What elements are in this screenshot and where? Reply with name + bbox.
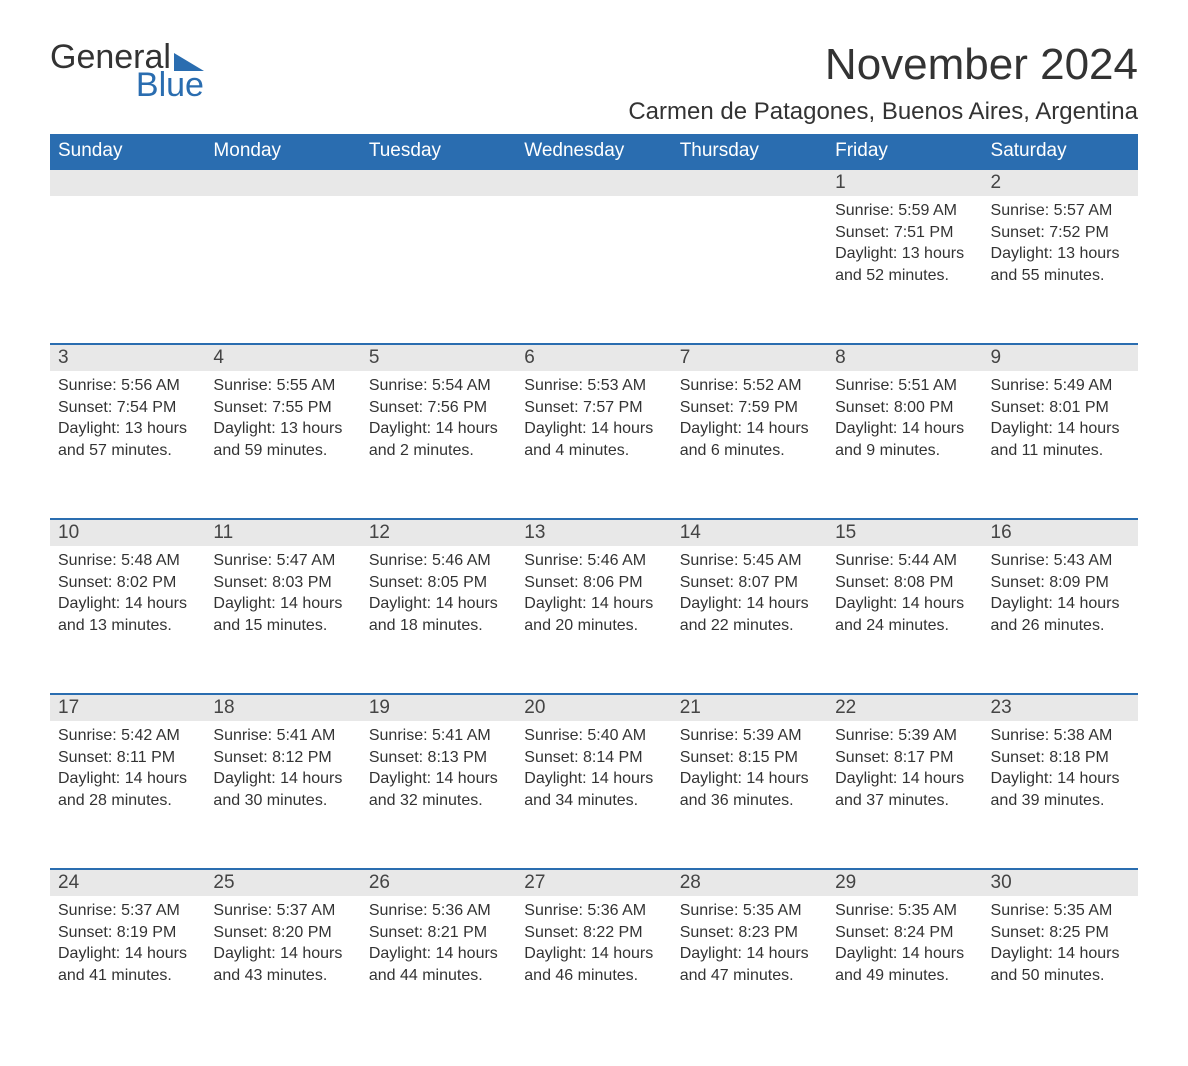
day-number: 1 bbox=[827, 170, 982, 196]
day-number: 27 bbox=[516, 870, 671, 896]
weekday-header: Wednesday bbox=[516, 134, 671, 169]
day-number: 26 bbox=[361, 870, 516, 896]
day-cell: Sunrise: 5:35 AMSunset: 8:23 PMDaylight:… bbox=[672, 896, 827, 994]
day-cell: Sunrise: 5:45 AMSunset: 8:07 PMDaylight:… bbox=[672, 546, 827, 644]
day-cell: Sunrise: 5:36 AMSunset: 8:22 PMDaylight:… bbox=[516, 896, 671, 994]
day-number: 6 bbox=[516, 345, 671, 371]
day-number bbox=[516, 170, 671, 196]
weekday-header: Sunday bbox=[50, 134, 205, 169]
calendar-table: SundayMondayTuesdayWednesdayThursdayFrid… bbox=[50, 134, 1138, 1026]
week-spacer bbox=[50, 676, 1138, 694]
day-cell: Sunrise: 5:46 AMSunset: 8:06 PMDaylight:… bbox=[516, 546, 671, 644]
weekday-header: Thursday bbox=[672, 134, 827, 169]
daynum-row: 12 bbox=[50, 169, 1138, 196]
day-number bbox=[361, 170, 516, 196]
day-cell: Sunrise: 5:43 AMSunset: 8:09 PMDaylight:… bbox=[983, 546, 1138, 644]
daynum-row: 24252627282930 bbox=[50, 869, 1138, 896]
weekday-header: Monday bbox=[205, 134, 360, 169]
day-cell: Sunrise: 5:49 AMSunset: 8:01 PMDaylight:… bbox=[983, 371, 1138, 469]
day-cell: Sunrise: 5:54 AMSunset: 7:56 PMDaylight:… bbox=[361, 371, 516, 469]
day-number: 7 bbox=[672, 345, 827, 371]
weekday-header: Tuesday bbox=[361, 134, 516, 169]
day-cell: Sunrise: 5:42 AMSunset: 8:11 PMDaylight:… bbox=[50, 721, 205, 819]
day-number: 17 bbox=[50, 695, 205, 721]
brand-sail-icon bbox=[174, 53, 204, 71]
weekday-header: Saturday bbox=[983, 134, 1138, 169]
day-number bbox=[672, 170, 827, 196]
day-number: 18 bbox=[205, 695, 360, 721]
day-cell: Sunrise: 5:41 AMSunset: 8:12 PMDaylight:… bbox=[205, 721, 360, 819]
day-cell: Sunrise: 5:56 AMSunset: 7:54 PMDaylight:… bbox=[50, 371, 205, 469]
day-cell: Sunrise: 5:59 AMSunset: 7:51 PMDaylight:… bbox=[827, 196, 982, 294]
day-cell: Sunrise: 5:39 AMSunset: 8:17 PMDaylight:… bbox=[827, 721, 982, 819]
day-cell: Sunrise: 5:35 AMSunset: 8:24 PMDaylight:… bbox=[827, 896, 982, 994]
daynum-row: 3456789 bbox=[50, 344, 1138, 371]
daydata-row: Sunrise: 5:48 AMSunset: 8:02 PMDaylight:… bbox=[50, 546, 1138, 676]
day-number: 2 bbox=[983, 170, 1138, 196]
day-cell: Sunrise: 5:38 AMSunset: 8:18 PMDaylight:… bbox=[983, 721, 1138, 819]
day-number: 14 bbox=[672, 520, 827, 546]
day-number bbox=[50, 170, 205, 196]
day-cell: Sunrise: 5:36 AMSunset: 8:21 PMDaylight:… bbox=[361, 896, 516, 994]
day-cell: Sunrise: 5:44 AMSunset: 8:08 PMDaylight:… bbox=[827, 546, 982, 644]
day-cell: Sunrise: 5:46 AMSunset: 8:05 PMDaylight:… bbox=[361, 546, 516, 644]
day-number: 15 bbox=[827, 520, 982, 546]
brand-word2: Blue bbox=[136, 68, 204, 102]
day-number: 4 bbox=[205, 345, 360, 371]
day-number: 9 bbox=[983, 345, 1138, 371]
day-cell: Sunrise: 5:48 AMSunset: 8:02 PMDaylight:… bbox=[50, 546, 205, 644]
week-spacer bbox=[50, 501, 1138, 519]
day-number: 19 bbox=[361, 695, 516, 721]
day-number: 29 bbox=[827, 870, 982, 896]
day-cell: Sunrise: 5:57 AMSunset: 7:52 PMDaylight:… bbox=[983, 196, 1138, 294]
day-number: 25 bbox=[205, 870, 360, 896]
day-number: 24 bbox=[50, 870, 205, 896]
day-cell: Sunrise: 5:40 AMSunset: 8:14 PMDaylight:… bbox=[516, 721, 671, 819]
week-spacer bbox=[50, 851, 1138, 869]
day-number: 10 bbox=[50, 520, 205, 546]
location-subtitle: Carmen de Patagones, Buenos Aires, Argen… bbox=[628, 98, 1138, 126]
weekday-header: Friday bbox=[827, 134, 982, 169]
header: General Blue November 2024 Carmen de Pat… bbox=[50, 40, 1138, 126]
day-number: 3 bbox=[50, 345, 205, 371]
day-number: 16 bbox=[983, 520, 1138, 546]
day-number: 11 bbox=[205, 520, 360, 546]
day-number: 5 bbox=[361, 345, 516, 371]
daydata-row: Sunrise: 5:59 AMSunset: 7:51 PMDaylight:… bbox=[50, 196, 1138, 326]
day-number: 22 bbox=[827, 695, 982, 721]
daynum-row: 10111213141516 bbox=[50, 519, 1138, 546]
day-cell: Sunrise: 5:37 AMSunset: 8:19 PMDaylight:… bbox=[50, 896, 205, 994]
day-number: 12 bbox=[361, 520, 516, 546]
day-number: 30 bbox=[983, 870, 1138, 896]
daydata-row: Sunrise: 5:56 AMSunset: 7:54 PMDaylight:… bbox=[50, 371, 1138, 501]
day-number: 28 bbox=[672, 870, 827, 896]
day-number: 23 bbox=[983, 695, 1138, 721]
day-number: 13 bbox=[516, 520, 671, 546]
day-number bbox=[205, 170, 360, 196]
day-number: 21 bbox=[672, 695, 827, 721]
day-cell: Sunrise: 5:51 AMSunset: 8:00 PMDaylight:… bbox=[827, 371, 982, 469]
title-block: November 2024 Carmen de Patagones, Bueno… bbox=[628, 40, 1138, 126]
daynum-row: 17181920212223 bbox=[50, 694, 1138, 721]
day-cell: Sunrise: 5:35 AMSunset: 8:25 PMDaylight:… bbox=[983, 896, 1138, 994]
day-cell: Sunrise: 5:41 AMSunset: 8:13 PMDaylight:… bbox=[361, 721, 516, 819]
daydata-row: Sunrise: 5:42 AMSunset: 8:11 PMDaylight:… bbox=[50, 721, 1138, 851]
day-number: 8 bbox=[827, 345, 982, 371]
day-cell: Sunrise: 5:52 AMSunset: 7:59 PMDaylight:… bbox=[672, 371, 827, 469]
day-cell: Sunrise: 5:53 AMSunset: 7:57 PMDaylight:… bbox=[516, 371, 671, 469]
brand-logo: General Blue bbox=[50, 40, 204, 102]
month-title: November 2024 bbox=[628, 40, 1138, 90]
daydata-row: Sunrise: 5:37 AMSunset: 8:19 PMDaylight:… bbox=[50, 896, 1138, 1026]
day-cell: Sunrise: 5:55 AMSunset: 7:55 PMDaylight:… bbox=[205, 371, 360, 469]
week-spacer bbox=[50, 326, 1138, 344]
day-number: 20 bbox=[516, 695, 671, 721]
day-cell: Sunrise: 5:39 AMSunset: 8:15 PMDaylight:… bbox=[672, 721, 827, 819]
weekday-header-row: SundayMondayTuesdayWednesdayThursdayFrid… bbox=[50, 134, 1138, 169]
day-cell: Sunrise: 5:47 AMSunset: 8:03 PMDaylight:… bbox=[205, 546, 360, 644]
day-cell: Sunrise: 5:37 AMSunset: 8:20 PMDaylight:… bbox=[205, 896, 360, 994]
